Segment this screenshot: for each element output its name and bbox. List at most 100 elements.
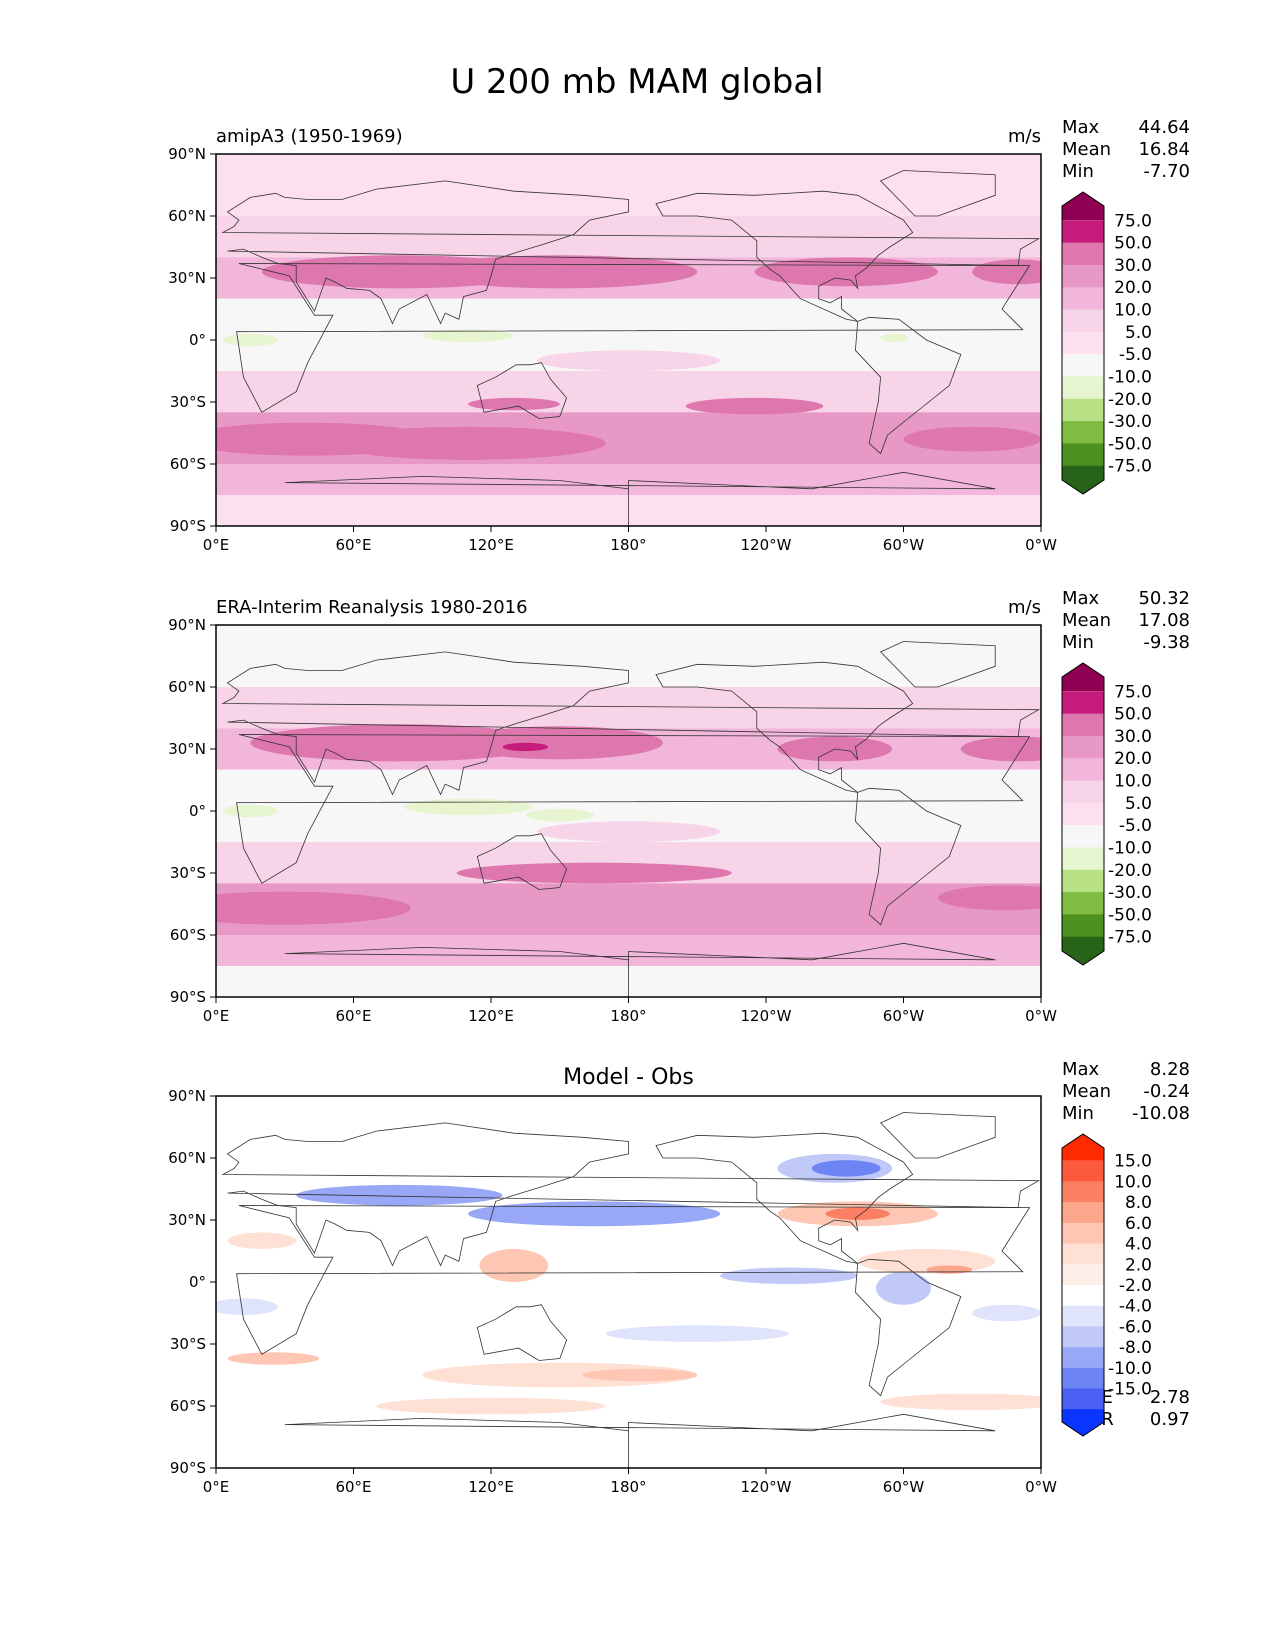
colorbar-level-label: -6.0 [1119,1317,1152,1337]
stat-name-min: Min [1062,632,1094,653]
contour-region [857,1248,996,1274]
stat-name-mean: Mean [1062,610,1111,631]
stat-value-min: -9.38 [1143,632,1190,653]
colorbar-level-label: 75.0 [1114,682,1152,702]
colorbar-swatch [1062,220,1104,244]
colorbar-level-label: -20.0 [1108,861,1152,881]
stat-name-max: Max [1062,588,1100,609]
colorbar-level-label: 5.0 [1125,794,1152,814]
colorbar-level-label: 10.0 [1114,301,1152,321]
contour-region [582,1368,698,1382]
colorbar-swatch [1062,1264,1104,1286]
lon-tick-label: 120°W [741,1478,792,1496]
colorbar-swatch [1062,331,1104,355]
contour-region [456,726,663,760]
colorbar-swatch [1062,1305,1104,1327]
colorbar-outline [1061,191,1105,495]
lat-tick-label: 30°S [170,864,206,882]
stat-value-min: -10.08 [1132,1103,1190,1124]
contour-region [330,426,606,460]
lat-tick-label: 60°S [170,455,206,473]
colorbar-level-label: -8.0 [1119,1338,1152,1358]
lat-tick-label: 30°S [170,393,206,411]
map-field [216,154,1041,526]
map-panel-difference: Model - Obs 90°N 60°N 30°N 0° 30°S 60°S 90°S0°E… [168,1059,1190,1496]
colorbar-level-label: 2.0 [1125,1255,1152,1275]
contour-region [811,1160,881,1177]
lon-tick-label: 120°W [741,536,792,554]
contour-region [536,821,721,843]
colorbar-swatch [1062,465,1104,494]
lon-tick-label: 180° [610,1007,646,1025]
contour-region [502,742,549,752]
lat-tick-label: 0° [189,331,206,349]
colorbar-level-label: -5.0 [1119,816,1152,836]
lat-tick-label: 30°N [168,269,206,287]
lon-tick-label: 60°E [335,536,371,554]
colorbar-level-label: -75.0 [1108,457,1152,477]
coastline [221,180,1041,325]
colorbar-swatch [1062,1243,1104,1265]
stat-name-mean: Mean [1062,139,1111,160]
lon-tick-label: 60°E [335,1007,371,1025]
lon-tick-label: 120°W [741,1007,792,1025]
colorbar-swatch [1062,287,1104,311]
colorbar-swatch [1062,713,1104,737]
colorbar-swatch [1062,443,1104,467]
map-field [216,625,1041,997]
colorbar-swatch [1062,1222,1104,1245]
colorbar-swatch [1062,1326,1104,1348]
colorbar-level-label: -2.0 [1119,1276,1152,1296]
coastline [284,1413,996,1468]
lon-tick-label: 120°E [468,1478,514,1496]
lon-tick-label: 120°E [468,1007,514,1025]
coastline [655,190,914,322]
colorbar-swatch [1062,780,1104,804]
colorbar-level-label: -15.0 [1108,1380,1152,1400]
lon-tick-label: 0°E [203,1007,230,1025]
stat-value-max: 8.28 [1150,1059,1190,1080]
colorbar-swatch [1062,421,1104,444]
colorbar-swatch [1062,914,1104,938]
contour-region [422,329,514,343]
lat-tick-label: 30°N [168,740,206,758]
contour-region [422,255,698,289]
lon-tick-label: 0°W [1025,536,1057,554]
colorbar-level-label: -10.0 [1108,1359,1152,1379]
colorbar-outline [1061,1133,1105,1437]
colorbar-level-label: -50.0 [1108,434,1152,454]
contour-band [216,687,1041,729]
figure-title: U 200 mb MAM global [450,62,823,102]
units-label: m/s [1008,126,1041,147]
colorbar-swatch [1062,376,1104,400]
colorbar-level-label: -75.0 [1108,928,1152,948]
colorbar-swatch [1062,758,1104,782]
colorbar-level-label: -30.0 [1108,883,1152,903]
colorbar-swatch [1062,869,1104,893]
colorbar-swatch [1062,192,1104,221]
stat-name-min: Min [1062,1103,1094,1124]
contour-region [720,1267,858,1285]
lon-tick-label: 60°W [883,536,925,554]
colorbar-level-label: -10.0 [1108,838,1152,858]
contour-region [468,1201,721,1227]
lon-tick-label: 0°E [203,1478,230,1496]
contour-region [227,1352,320,1365]
stat-value-min: -7.70 [1143,161,1190,182]
colorbar-level-label: 5.0 [1125,323,1152,343]
lon-tick-label: 180° [610,1478,646,1496]
colorbar-swatch [1062,1367,1104,1390]
coastline [236,1205,1031,1355]
coastline [236,734,1031,884]
colorbar-swatch [1062,892,1104,915]
colorbar-swatch [1062,1202,1104,1224]
coastline [879,170,996,217]
lon-tick-label: 180° [610,536,646,554]
lat-tick-label: 90°N [168,1087,206,1105]
colorbar-swatch [1062,847,1104,871]
colorbar-swatch [1062,1285,1104,1307]
coastline [284,471,996,526]
contour-region [468,397,560,411]
stat-name-min: Min [1062,161,1094,182]
